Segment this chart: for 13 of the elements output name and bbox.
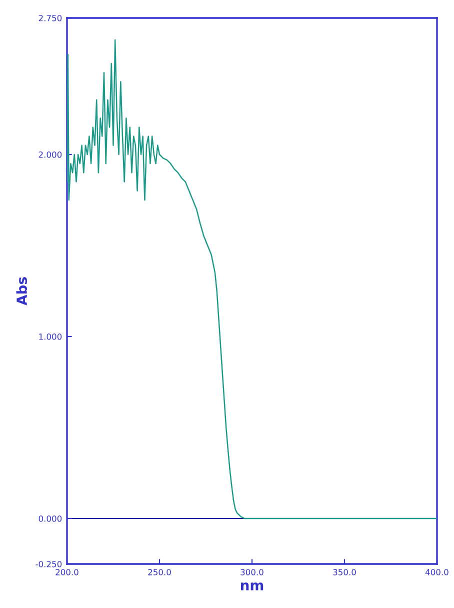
x-tick-label: 250.0 xyxy=(148,569,171,576)
y-tick-label: -0.250 xyxy=(36,560,62,568)
y-tick-label: 2.750 xyxy=(38,14,62,22)
x-axis-title: nm xyxy=(240,582,264,590)
x-tick-label: 350.0 xyxy=(333,569,356,576)
line-series xyxy=(67,39,437,520)
y-tick-label: 0.000 xyxy=(38,515,62,522)
x-tick-label: 400.0 xyxy=(425,569,448,576)
x-tick-label: 300.0 xyxy=(240,569,264,576)
y-tick-label: 2.000 xyxy=(38,151,62,158)
x-tick-label: 200.0 xyxy=(56,569,78,576)
y-tick-label: 1.000 xyxy=(39,333,62,340)
y-axis-title: Abs xyxy=(16,277,28,306)
